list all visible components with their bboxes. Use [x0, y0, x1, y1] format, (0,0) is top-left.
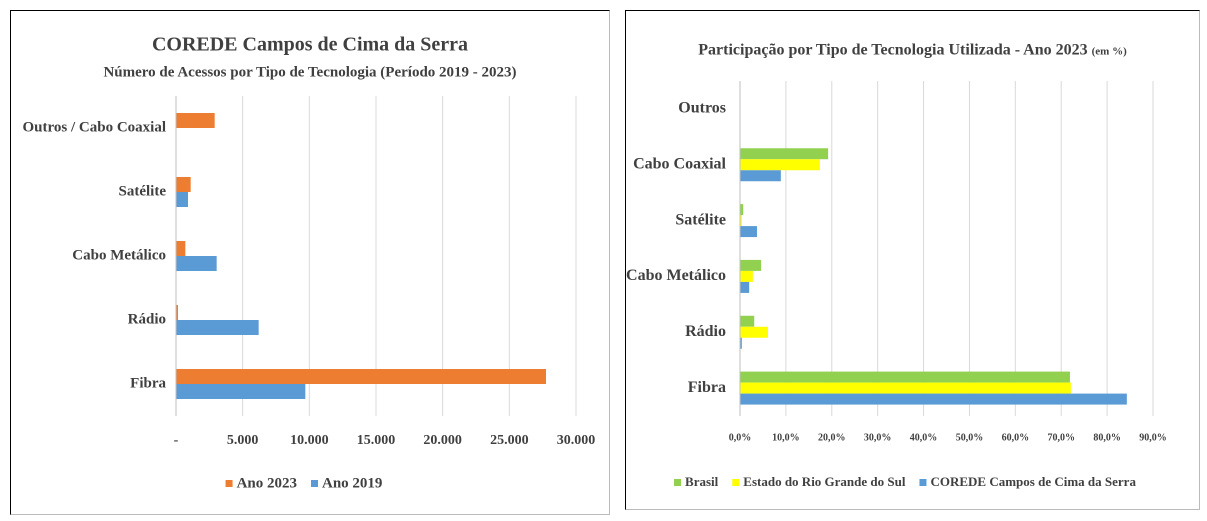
bar: [740, 226, 757, 238]
bar: [740, 270, 753, 282]
legend-swatch: [311, 480, 318, 487]
y-tick-label: Cabo Metálico: [626, 267, 726, 284]
y-tick-label: Cabo Coaxial: [633, 155, 726, 172]
bar: [740, 393, 1127, 405]
bar: [176, 177, 191, 192]
bar: [176, 241, 186, 256]
bar: [176, 369, 546, 384]
x-tick-label: 10.000: [290, 433, 329, 448]
y-tick-label: Rádio: [685, 323, 726, 340]
legend-label: Estado do Rio Grande do Sul: [743, 474, 906, 489]
x-tick-label: 80,0%: [1093, 432, 1121, 443]
legend-label: Brasil: [685, 474, 719, 489]
bar: [740, 337, 742, 349]
legend-label: COREDE Campos de Cima da Serra: [930, 474, 1136, 489]
chart-subtitle: (em %): [1092, 46, 1127, 58]
bar: [740, 170, 781, 182]
bar: [740, 281, 750, 293]
bar: [176, 113, 215, 128]
chart-title: Participação por Tipo de Tecnologia Util…: [698, 42, 1087, 59]
x-tick-label: 10,0%: [772, 432, 800, 443]
bar: [740, 159, 820, 171]
y-tick-label: Fibra: [130, 375, 166, 391]
y-tick-label: Outros: [678, 100, 726, 117]
bar: [740, 315, 755, 327]
bar: [740, 371, 1070, 383]
legend-swatch: [732, 479, 740, 486]
chart: COREDE Campos de Cima da Serra Número de …: [10, 10, 610, 515]
bar: [740, 326, 768, 338]
chart-subtitle: Número de Acessos por Tipo de Tecnologia…: [103, 64, 516, 80]
y-tick-label: Rádio: [128, 311, 166, 327]
x-tick-label: 15.000: [357, 433, 396, 448]
chart: Participação por Tipo de Tecnologia Util…: [625, 10, 1200, 510]
x-tick-label: 30,0%: [864, 432, 892, 443]
x-tick-label: 20,0%: [818, 432, 846, 443]
bar: [740, 259, 762, 271]
x-tick-label: 25.000: [490, 433, 529, 448]
x-tick-label: 0,0%: [729, 432, 752, 443]
y-tick-label: Satélite: [675, 211, 726, 228]
x-tick-label: 30.000: [557, 433, 596, 448]
bar: [740, 215, 742, 227]
x-tick-label: 90,0%: [1139, 432, 1167, 443]
x-tick-label: 40,0%: [910, 432, 938, 443]
x-tick-label: 60,0%: [1002, 432, 1030, 443]
legend-swatch: [225, 480, 233, 487]
y-tick-label: Satélite: [119, 183, 167, 199]
legend-label: Ano 2019: [322, 475, 382, 491]
legend-swatch: [919, 479, 927, 486]
bar: [740, 382, 1071, 394]
x-tick-label: 20.000: [423, 433, 462, 448]
bar: [176, 384, 306, 399]
bar: [176, 256, 217, 271]
legend-label: Ano 2023: [237, 475, 297, 491]
bar: [176, 192, 188, 207]
bar: [176, 320, 259, 335]
x-tick-label: -: [174, 433, 179, 448]
chart-title: COREDE Campos de Cima da Serra: [152, 34, 468, 56]
y-tick-label: Outros / Cabo Coaxial: [23, 119, 167, 135]
legend-swatch: [674, 479, 682, 486]
x-tick-label: 70,0%: [1047, 432, 1075, 443]
y-tick-label: Fibra: [688, 379, 726, 396]
bar: [740, 148, 829, 160]
y-tick-label: Cabo Metálico: [72, 247, 166, 263]
bar: [176, 305, 178, 320]
x-tick-label: 50,0%: [956, 432, 984, 443]
x-tick-label: 5.000: [227, 433, 259, 448]
bar: [740, 204, 744, 216]
